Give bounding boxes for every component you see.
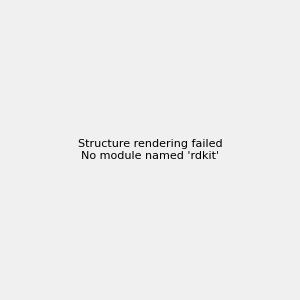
Text: Structure rendering failed
No module named 'rdkit': Structure rendering failed No module nam…: [78, 139, 222, 161]
